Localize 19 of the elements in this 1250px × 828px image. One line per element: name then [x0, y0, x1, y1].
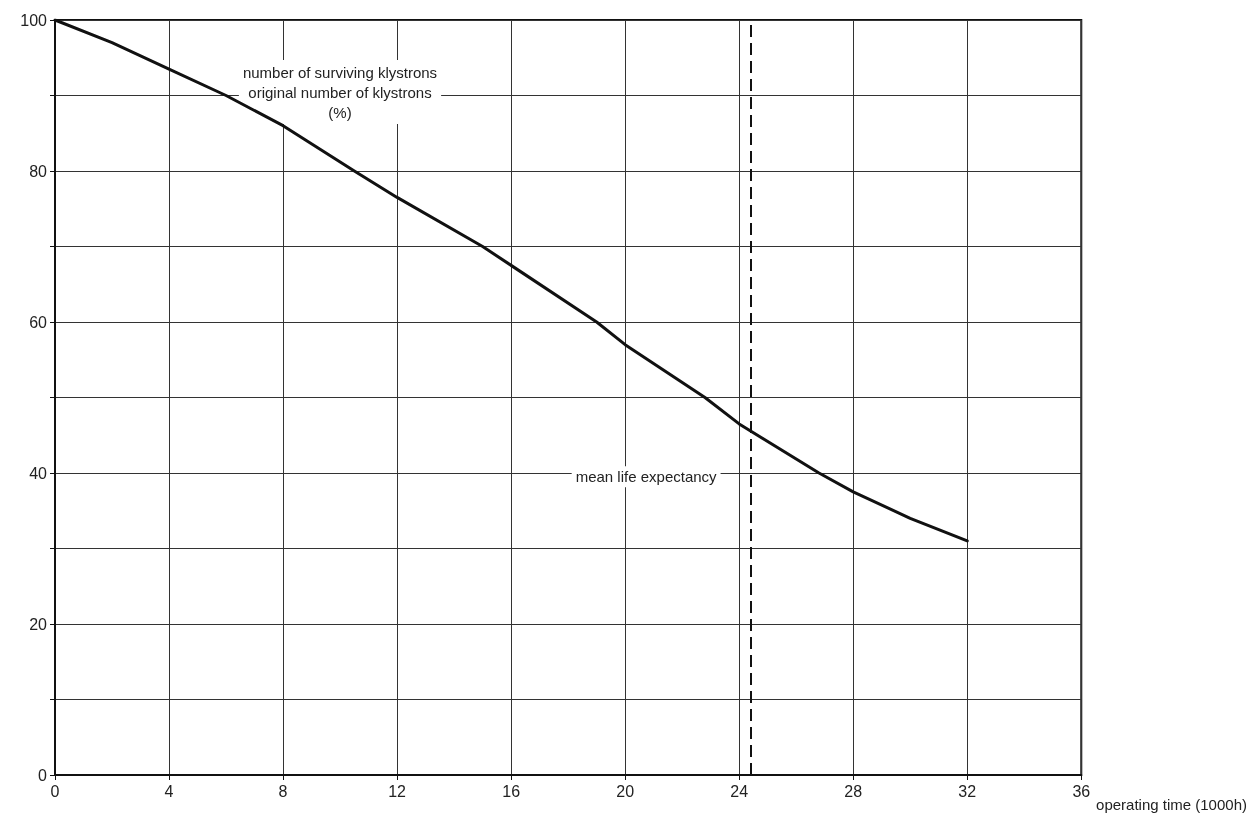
x-tick-label: 36: [1072, 782, 1091, 800]
y-tick-label: 20: [29, 615, 48, 633]
y-tick-label: 40: [29, 464, 48, 482]
x-tick-label: 0: [50, 782, 60, 800]
x-tick-label: 12: [388, 782, 407, 800]
ref-line-label: mean life expectancy: [575, 468, 718, 486]
y-tick-label: 60: [29, 313, 48, 331]
x-tick-label: 28: [844, 782, 863, 800]
y-tick-label: 0: [38, 766, 48, 784]
x-tick-label: 20: [616, 782, 635, 800]
x-tick-label: 24: [730, 782, 749, 800]
x-tick-label: 32: [958, 782, 977, 800]
x-tick-label: 16: [502, 782, 521, 800]
y-axis-title: number of surviving klystrons original number of klystrons (%): [242, 63, 438, 121]
y-tick-label: 100: [20, 11, 48, 29]
x-tick-label: 8: [278, 782, 288, 800]
y-tick-label: 80: [29, 162, 48, 180]
x-axis-title: operating time (1000h): [1096, 796, 1247, 813]
x-tick-label: 4: [164, 782, 174, 800]
